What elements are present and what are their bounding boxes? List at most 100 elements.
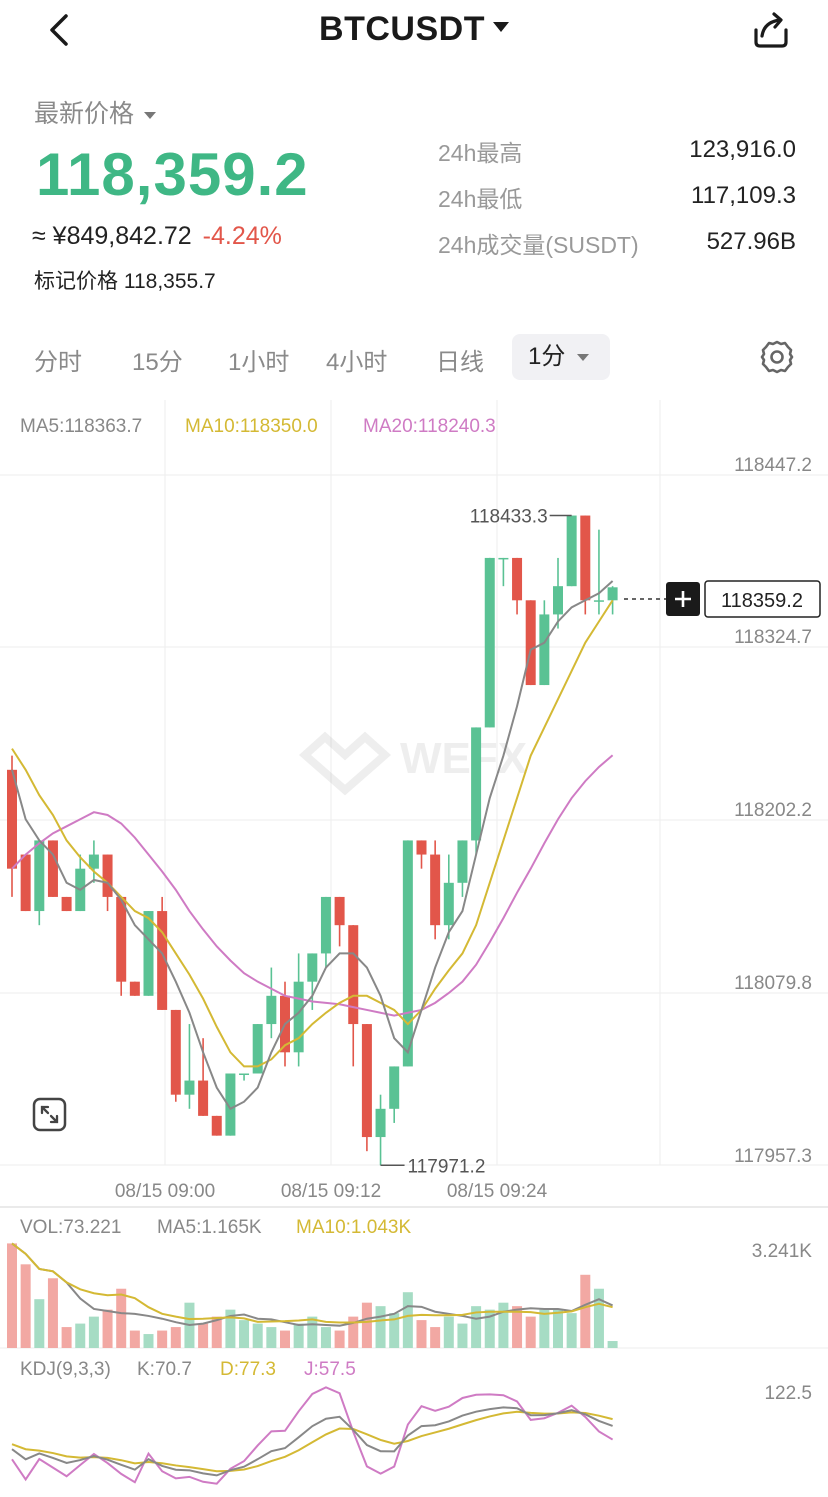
volume-bar xyxy=(471,1306,482,1348)
vol-ma10-line xyxy=(11,1242,613,1324)
volume-bar xyxy=(402,1292,413,1348)
symbol-selector[interactable]: BTCUSDT xyxy=(0,10,828,49)
symbol-title: BTCUSDT xyxy=(319,10,485,48)
wefx-watermark: WEFX xyxy=(298,731,527,796)
candle-body xyxy=(361,1024,372,1138)
candle-body xyxy=(198,1080,209,1116)
kline-chart[interactable]: WEFX MA5:118363.7 MA10:118350.0 MA20:118… xyxy=(0,395,828,1495)
vol-max-tick: 3.241K xyxy=(752,1241,813,1262)
tab-1m-active[interactable]: 1分 xyxy=(512,334,610,380)
candle-body xyxy=(389,1066,400,1109)
volume-bar xyxy=(361,1302,372,1348)
tab-15m[interactable]: 15分 xyxy=(132,349,183,376)
min-price-label: 117971.2 xyxy=(408,1156,486,1177)
volume-bar xyxy=(61,1327,72,1348)
ma-lines xyxy=(11,580,614,1111)
volume-bar xyxy=(430,1327,441,1348)
cny-prefix: ≈ ¥ xyxy=(32,222,67,250)
candle-body xyxy=(607,587,618,601)
x-tick-label: 08/15 09:12 xyxy=(281,1181,381,1202)
volume-bar xyxy=(20,1264,31,1348)
volume-bar xyxy=(102,1309,113,1348)
tab-timeshare[interactable]: 分时 xyxy=(34,349,82,376)
candle-body xyxy=(239,1073,250,1075)
candle-body xyxy=(484,557,495,728)
caret-down-icon xyxy=(144,111,157,119)
kdj-j-line xyxy=(11,1386,614,1485)
candle-body xyxy=(443,882,454,926)
ma5-line xyxy=(11,580,614,1111)
stat-high-label: 24h最高 xyxy=(438,140,523,166)
candle-body xyxy=(211,1115,222,1136)
tab-1h[interactable]: 1小时 xyxy=(228,349,290,376)
tab-4h[interactable]: 4小时 xyxy=(326,349,388,376)
candle-body xyxy=(580,515,591,601)
candle-body xyxy=(7,769,17,869)
plus-icon xyxy=(675,591,691,607)
volume-bar xyxy=(307,1316,318,1348)
change-percent: -4.24% xyxy=(202,222,282,250)
volume-bars xyxy=(7,1242,618,1348)
vol-ma10-label: MA10:1.043K xyxy=(296,1217,411,1238)
kdj-k-line xyxy=(11,1406,613,1477)
volume-bar xyxy=(88,1316,99,1348)
fullscreen-icon[interactable] xyxy=(32,1097,67,1132)
cny-value: 849,842.72 xyxy=(66,222,192,250)
candle-body xyxy=(525,600,536,686)
candle-body xyxy=(320,896,331,954)
kdj-lines xyxy=(11,1386,614,1485)
y-tick-label: 118324.7 xyxy=(734,627,812,648)
volume-bar xyxy=(539,1309,550,1348)
candle-body xyxy=(61,896,72,912)
volume-bar xyxy=(566,1313,577,1348)
volume-bar xyxy=(170,1327,181,1348)
volume-bar xyxy=(116,1288,127,1348)
back-button[interactable] xyxy=(44,10,74,55)
current-price-box xyxy=(704,580,821,618)
volume-bar xyxy=(75,1323,86,1348)
x-axis-ticks: 08/15 09:00 08/15 09:12 08/15 09:24 xyxy=(115,1181,548,1202)
candle-body xyxy=(512,557,523,601)
y-tick-label: 117957.3 xyxy=(734,1146,812,1167)
caret-down-icon xyxy=(492,22,509,33)
max-price-label: 118433.3 xyxy=(470,507,548,528)
volume-bar xyxy=(416,1320,427,1348)
candle-body xyxy=(34,840,45,912)
volume-bar xyxy=(389,1313,400,1348)
latest-price-label: 最新价格 xyxy=(34,100,135,128)
vol-label: VOL:73.221 xyxy=(20,1217,121,1238)
candle-body xyxy=(102,854,113,897)
share-button[interactable] xyxy=(748,8,794,55)
volume-bar xyxy=(34,1299,45,1348)
volume-bar xyxy=(334,1330,345,1348)
chart-settings-button[interactable] xyxy=(758,338,796,381)
gear-icon xyxy=(760,340,794,374)
candle-body xyxy=(129,981,140,996)
mark-price-value: 118,355.7 xyxy=(123,270,216,293)
candle-body xyxy=(184,1080,195,1095)
latest-price-selector[interactable]: 最新价格 xyxy=(34,94,157,130)
volume-bar xyxy=(525,1316,536,1348)
candle-body xyxy=(20,854,31,912)
volume-bar xyxy=(7,1243,17,1348)
tab-daily[interactable]: 日线 xyxy=(436,349,484,376)
candle-body xyxy=(293,981,304,1053)
volume-bar xyxy=(239,1320,250,1348)
candle-body xyxy=(334,896,345,926)
volume-bar xyxy=(498,1302,509,1348)
kdj-label: KDJ(9,3,3) xyxy=(20,1359,111,1380)
share-icon xyxy=(754,12,788,48)
ma20-label: MA20:118240.3 xyxy=(363,416,496,437)
kdj-j-label: J:57.5 xyxy=(304,1359,356,1380)
stat-volume-label: 24h成交量(SUSDT) xyxy=(438,232,639,258)
y-axis-ticks: 118447.2 118324.7 118202.2 118079.8 117957.3 xyxy=(734,455,812,1167)
candle-body xyxy=(498,557,509,560)
candle-body xyxy=(457,840,468,883)
candle-body xyxy=(539,614,550,686)
x-tick-label: 08/15 09:00 xyxy=(115,1181,215,1202)
stat-low-label: 24h最低 xyxy=(438,186,523,212)
candle-body xyxy=(143,911,154,996)
candle-body xyxy=(47,840,58,897)
volume-bar xyxy=(443,1316,454,1348)
candle-body xyxy=(266,995,277,1025)
